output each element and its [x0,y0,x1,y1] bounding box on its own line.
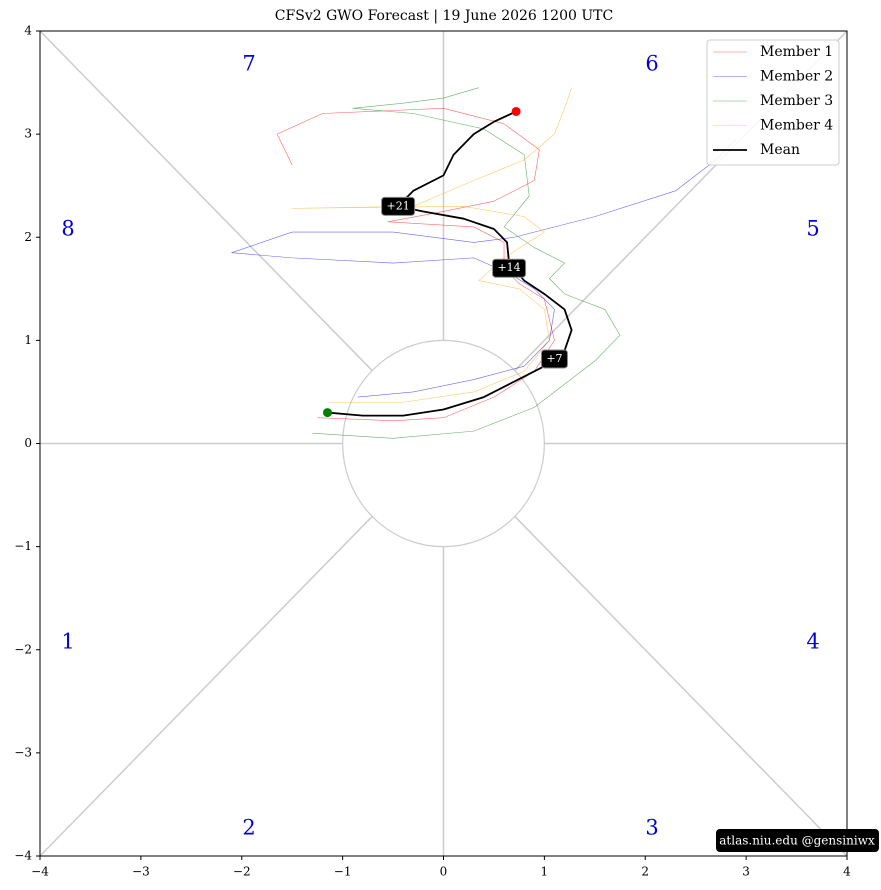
series-line [291,87,572,403]
y-tick-label: −4 [14,849,32,863]
legend-label: Member 3 [760,93,833,109]
series-line [231,139,737,398]
series-line [327,110,573,417]
y-tick-label: 1 [24,333,32,347]
unit-circle [342,339,545,548]
phase-label: 4 [806,630,819,654]
watermark-box [716,829,879,852]
phase-label: 1 [61,630,74,654]
phase-label: 8 [61,217,74,241]
day-label: +7 [546,352,562,365]
x-tick-label: 2 [641,865,649,879]
y-tick-label: 2 [24,230,32,244]
phase-label: 6 [645,52,658,76]
day-label-box [381,196,416,216]
phase-label: 7 [242,52,255,76]
x-tick-label: 0 [440,865,448,879]
x-tick-label: 3 [742,865,750,879]
start-point [322,408,332,418]
series-line [276,108,555,422]
day-label-box [540,349,568,369]
phase-label: 5 [806,217,819,241]
chart-title: CFSv2 GWO Forecast | 19 June 2026 1200 U… [275,8,613,24]
series-line [312,87,621,439]
legend-label: Member 1 [760,44,833,60]
phase-divider [514,515,848,857]
legend: Member 1 Member 2 Member 3 Member 4 Mean [706,39,840,166]
x-tick-label: −4 [31,865,49,879]
y-tick-label: −1 [14,539,32,553]
y-tick-label: 0 [24,436,32,450]
x-tick-label: 1 [541,865,549,879]
y-tick-label: 3 [24,127,32,141]
day-label-box [492,258,527,278]
y-tick-label: −3 [14,745,32,759]
end-point [511,106,521,116]
x-tick-label: −2 [233,865,251,879]
phase-divider [39,30,373,372]
legend-box [706,39,840,166]
y-tick-label: −2 [14,642,32,656]
x-tick-label: −1 [334,865,352,879]
phase-divider [39,515,373,857]
x-tick-label: −3 [132,865,150,879]
day-label: +21 [386,199,409,212]
legend-label: Member 4 [760,118,833,134]
watermark: atlas.niu.edu @gensiniwx [719,834,875,848]
day-label: +14 [497,261,520,274]
y-tick-label: 4 [24,24,32,38]
x-tick-label: 4 [843,865,851,879]
legend-label: Mean [760,142,800,158]
legend-label: Member 2 [760,69,833,85]
phase-label: 2 [242,816,255,840]
phase-label: 3 [645,816,658,840]
